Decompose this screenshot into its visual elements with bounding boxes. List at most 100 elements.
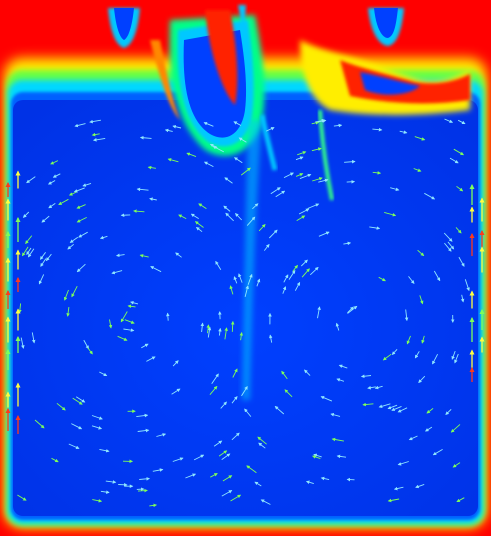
velocity-arrow [397,407,408,413]
velocity-arrow [275,190,286,198]
velocity-arrow [347,305,358,314]
velocity-arrow [167,158,179,163]
velocity-arrow [175,252,182,258]
velocity-arrow [432,353,438,365]
velocity-arrow [27,248,35,258]
velocity-arrow [360,374,372,379]
velocity-arrow [232,368,238,378]
velocity-arrow [231,396,238,404]
velocity-arrow [317,306,321,319]
velocity-arrow [257,436,267,445]
velocity-arrow [127,304,136,309]
velocity-arrow [207,326,212,338]
velocity-arrow [63,289,69,301]
velocity-arrow [238,273,243,283]
velocity-arrow [451,350,456,360]
velocity-arrow [296,215,306,221]
velocity-arrow [198,203,207,209]
velocity-arrow [220,401,227,409]
velocity-arrow [209,385,218,395]
velocity-arrow [213,440,223,447]
velocity-arrow [298,208,310,215]
velocity-arrow [215,260,222,270]
velocity-arrow [211,373,219,384]
velocity-arrow [295,156,304,161]
velocity-arrow [137,428,150,433]
velocity-arrow [139,477,151,481]
velocity-arrow [190,213,199,219]
velocity-arrow [218,450,228,457]
velocity-arrow [313,453,322,458]
velocity-arrow [149,503,158,508]
velocity-arrow [247,273,253,285]
velocity-arrow [443,232,453,242]
velocity-arrow [100,490,110,494]
velocity-arrow [186,152,197,158]
velocity-arrow [452,462,461,468]
velocity-arrow [254,481,262,487]
velocity-arrow [246,465,257,474]
velocity-arrow [117,335,128,341]
velocity-arrow [203,122,214,127]
velocity-arrow [246,216,256,226]
velocity-arrow [166,312,170,321]
velocity-arrow [294,281,301,291]
velocity-arrow [449,157,459,164]
velocity-arrow [307,203,320,209]
velocity-arrow [258,442,266,449]
velocity-arrow [38,274,45,285]
velocity-arrow [203,161,214,168]
velocity-arrow [374,385,383,390]
velocity-arrow [75,396,86,403]
velocity-arrow [330,413,341,417]
velocity-arrow [115,253,125,258]
velocity-arrow [362,402,374,407]
velocity-arrow [105,480,117,484]
velocity-arrow [73,187,85,193]
velocity-arrow [336,454,347,459]
velocity-arrow [152,468,164,472]
velocity-arrow [99,235,108,240]
velocity-arrow [426,408,434,414]
velocity-arrow [447,241,455,250]
velocity-arrow [238,137,247,143]
velocity-arrow [282,286,287,294]
velocity-arrow [31,332,36,344]
velocity-arrow [39,252,46,260]
velocity-arrow [91,425,103,430]
velocity-arrow [258,223,266,232]
velocity-arrow [244,408,252,417]
velocity-arrow [303,369,311,376]
velocity-arrow [458,256,465,267]
velocity-arrow [312,177,323,182]
velocity-arrow [150,266,162,273]
velocity-arrow [185,473,197,479]
velocity-arrow [269,334,273,343]
velocity-arrow [372,171,382,175]
velocity-arrow [450,424,461,433]
velocity-arrow [309,266,319,276]
velocity-arrow [233,276,238,284]
velocity-arrow [268,229,278,239]
velocity-arrow [194,221,204,228]
velocity-arrow [69,236,79,243]
velocity-arrow [172,360,179,367]
velocity-arrow [387,498,400,503]
velocity-arrow [222,475,233,482]
velocity-arrow [22,246,29,257]
velocity-arrow [17,494,27,501]
velocity-arrow [301,268,310,278]
velocity-arrow [312,455,321,460]
velocity-arrow [414,351,420,359]
velocity-arrow [124,319,135,324]
velocity-arrow [320,396,333,402]
velocity-arrow [92,137,106,142]
velocity-arrow [460,294,465,303]
velocity-arrow [311,121,320,125]
velocity-arrow [51,457,59,463]
velocity-arrow [318,178,329,183]
velocity-arrow [66,307,70,317]
velocity-arrow [331,437,344,442]
velocity-arrow [433,270,441,282]
